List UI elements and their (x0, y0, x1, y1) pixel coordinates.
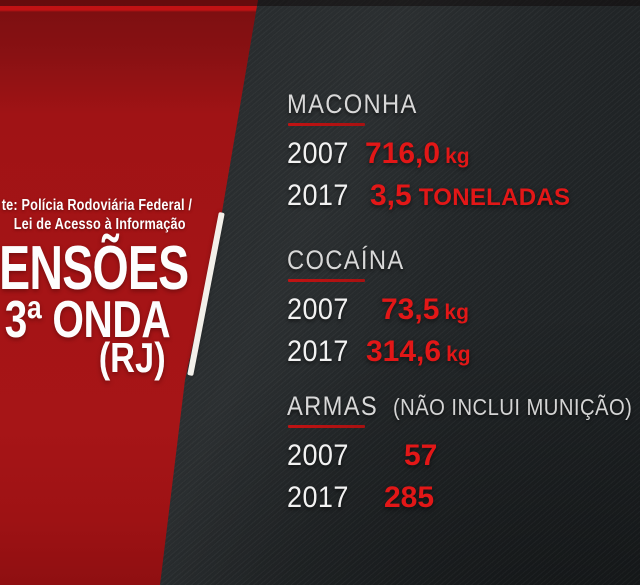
stat-value-group: 314,6 kg (366, 335, 471, 374)
section-underline (288, 123, 365, 126)
source-attribution-line1: te: Polícia Rodoviária Federal / (0, 196, 192, 215)
section-underline (288, 279, 365, 282)
stat-row: 2007 716,0 kg (287, 137, 617, 173)
stat-value: 716,0 (365, 137, 441, 170)
source-text: te: Polícia Rodoviária Federal / (1, 197, 192, 214)
stat-value: 314,6 (366, 335, 442, 368)
source-attribution-line2: Lei de Acesso à Informação (0, 215, 186, 234)
stat-value: 73,5 (381, 293, 440, 326)
stat-value: 3,5 (370, 179, 412, 212)
stat-value-group: 73,5 kg (381, 293, 469, 332)
headline-line-1: ENSÕES (0, 234, 189, 303)
stat-unit: kg (445, 145, 470, 168)
section-header: MACONHA (287, 90, 438, 123)
stat-row: 2017 285 (287, 481, 617, 517)
frame-top-edge (0, 0, 640, 6)
year-label: 2007 (287, 439, 349, 472)
year-label: 2017 (287, 179, 349, 212)
stat-value: 285 (384, 481, 435, 514)
stat-row: 2007 73,5 kg (287, 293, 617, 329)
section-title: MACONHA (287, 89, 418, 119)
stat-value: 57 (404, 439, 438, 472)
headline-text: (RJ) (99, 334, 166, 381)
headline-region-label: (RJ) (84, 337, 166, 379)
stat-value-group: 3,5 TONELADAS (370, 179, 570, 218)
year-label: 2017 (287, 335, 349, 368)
headline-text: ENSÕES (0, 234, 189, 303)
source-text: Lei de Acesso à Informação (14, 216, 186, 233)
section-title: ARMAS (287, 391, 379, 421)
stat-value-group: 285 (384, 481, 439, 520)
stat-value-group: 716,0 kg (365, 137, 470, 176)
stat-unit: TONELADAS (418, 184, 571, 211)
year-label: 2007 (287, 137, 349, 170)
section-note: (NÃO INCLUI MUNIÇÃO) (392, 394, 632, 420)
stat-unit: kg (446, 343, 471, 366)
section-header: COCAÍNA (287, 246, 423, 279)
stat-row: 2017 3,5 TONELADAS (287, 179, 617, 215)
section-title: COCAÍNA (287, 245, 405, 275)
stat-value-group: 57 (404, 439, 442, 478)
section-header: ARMAS (NÃO INCLUI MUNIÇÃO) (287, 392, 640, 425)
section-underline (288, 425, 365, 428)
stat-section-cocaina: COCAÍNA 2007 73,5 kg 2017 314,6 kg (287, 246, 617, 376)
stat-unit: kg (444, 301, 469, 324)
stat-row: 2007 57 (287, 439, 617, 475)
stat-row: 2017 314,6 kg (287, 335, 617, 371)
headline-line-2: 3ª ONDA (0, 294, 170, 346)
headline-text: 3ª ONDA (4, 291, 170, 349)
stat-section-armas: ARMAS (NÃO INCLUI MUNIÇÃO) 2007 57 2017 2… (287, 392, 631, 522)
stat-section-maconha: MACONHA 2007 716,0 kg 2017 3,5 TONELADAS (287, 90, 617, 220)
year-label: 2007 (287, 293, 349, 326)
year-label: 2017 (287, 481, 349, 514)
